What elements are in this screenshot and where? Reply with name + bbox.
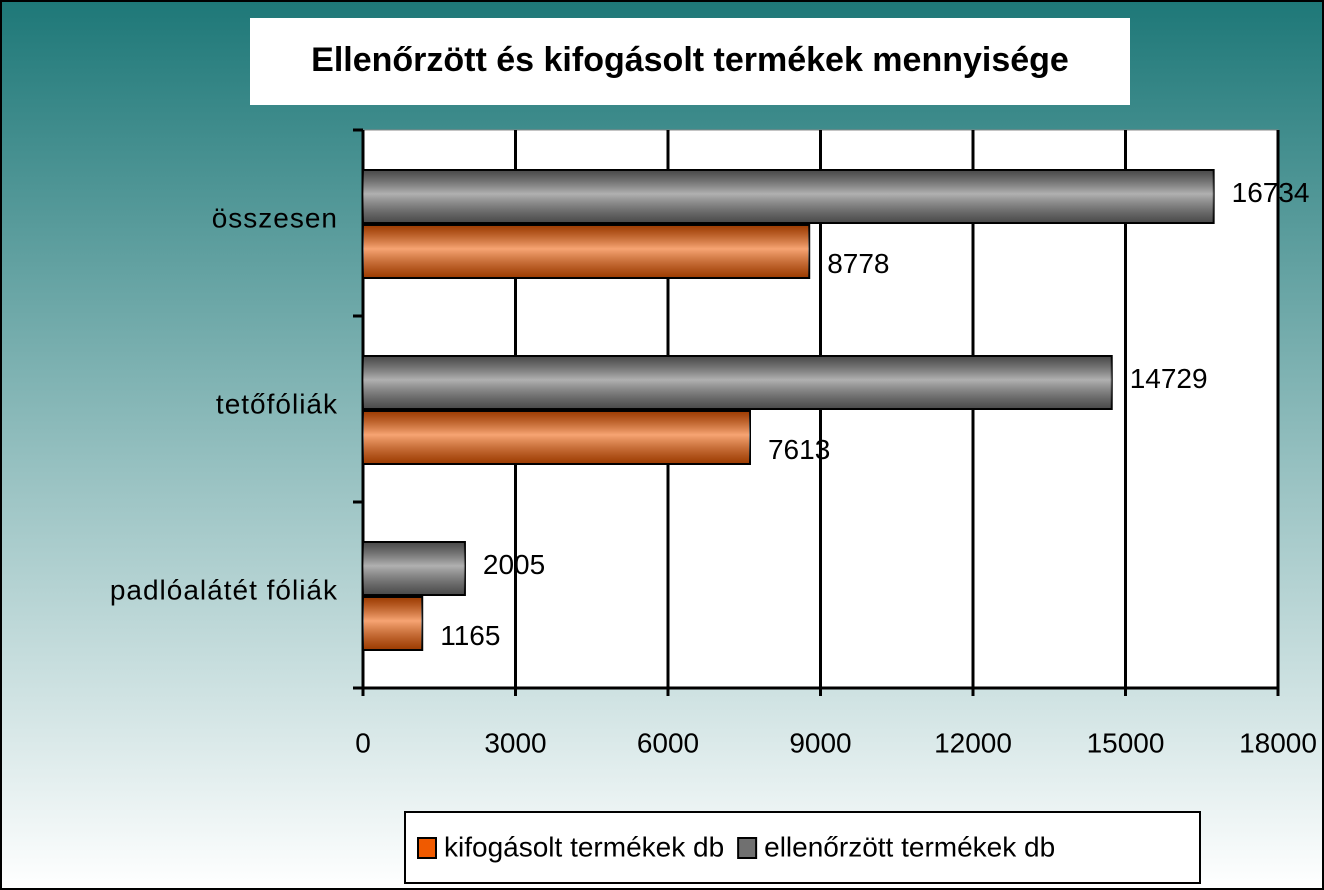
x-tick-label: 18000: [1239, 727, 1317, 758]
bar-shine: [363, 411, 750, 464]
bar-shine: [363, 225, 810, 278]
bar-shine: [363, 542, 465, 595]
data-label: 16734: [1232, 177, 1310, 208]
bar-shine: [363, 170, 1214, 223]
data-label: 8778: [827, 248, 889, 279]
x-tick-label: 0: [355, 727, 371, 758]
data-label: 1165: [440, 620, 500, 651]
y-tick-label: padlóalátét fóliák: [110, 574, 338, 605]
data-label: 7613: [768, 434, 830, 465]
bar-shine: [363, 356, 1112, 409]
title-box: [250, 18, 1130, 105]
legend-label: kifogásolt termékek db: [444, 831, 724, 862]
legend-label: ellenőrzött termékek db: [764, 831, 1055, 862]
legend-swatch: [417, 837, 437, 859]
chart-title: Ellenőrzött és kifogásolt termékek menny…: [311, 41, 1069, 79]
legend-swatch: [737, 837, 758, 859]
x-tick-label: 3000: [484, 727, 546, 758]
x-tick-label: 15000: [1087, 727, 1165, 758]
legend-box: [404, 811, 1201, 884]
data-label: 2005: [483, 549, 545, 580]
data-label: 14729: [1130, 363, 1208, 394]
x-tick-label: 9000: [789, 727, 851, 758]
y-tick-label: összesen: [212, 202, 338, 233]
bar-shine: [363, 597, 423, 650]
y-tick-label: tetőfóliák: [216, 388, 338, 419]
x-tick-label: 6000: [637, 727, 699, 758]
x-tick-label: 12000: [934, 727, 1012, 758]
